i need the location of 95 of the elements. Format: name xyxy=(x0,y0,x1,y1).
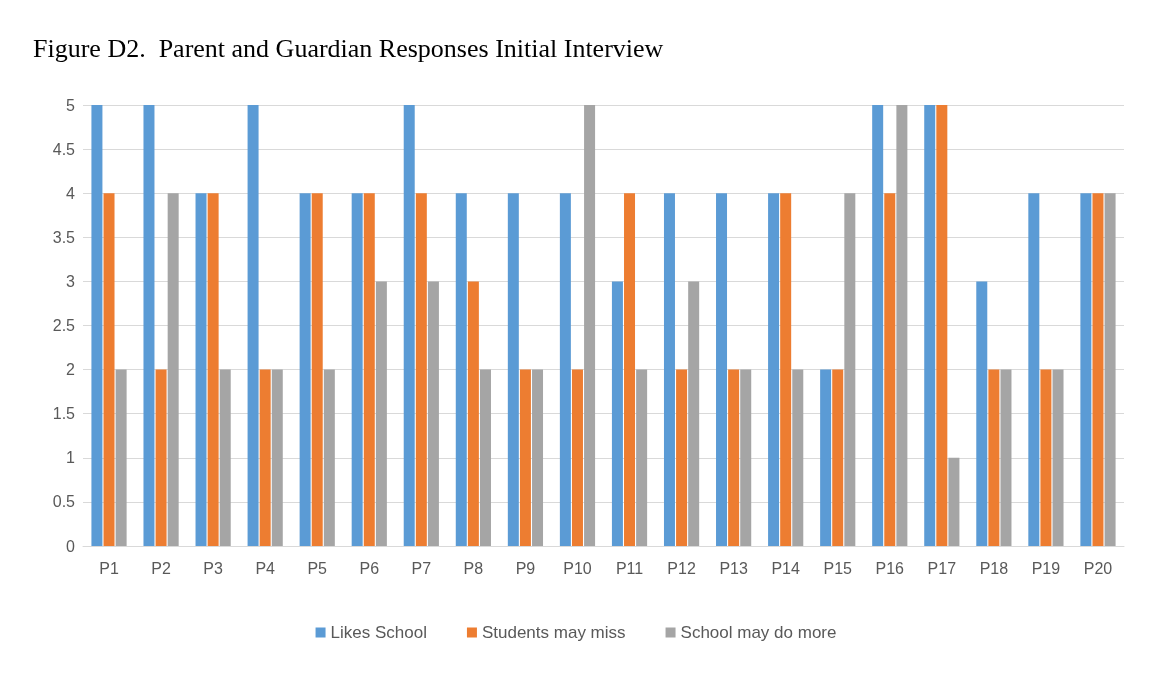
bar xyxy=(559,193,571,546)
bar xyxy=(455,193,467,546)
bar xyxy=(1092,193,1104,546)
y-tick-label: 2 xyxy=(66,361,76,379)
x-tick-label: P5 xyxy=(307,559,328,577)
bar xyxy=(91,105,103,546)
bar xyxy=(375,281,387,546)
bar xyxy=(1028,193,1040,546)
bar xyxy=(896,105,908,546)
y-tick-label: 3.5 xyxy=(52,228,76,246)
x-tick-label: P18 xyxy=(979,559,1009,577)
legend-label: Students may miss xyxy=(481,623,626,642)
bar xyxy=(219,369,231,546)
x-tick-label: P17 xyxy=(927,559,957,577)
x-tick-label: P14 xyxy=(771,559,801,577)
x-tick-label: P8 xyxy=(463,559,484,577)
bar xyxy=(924,105,936,546)
x-tick-label: P6 xyxy=(359,559,380,577)
y-tick-label: 2.5 xyxy=(52,317,76,334)
bar xyxy=(323,369,335,546)
x-tick-label: P15 xyxy=(823,559,853,577)
y-tick-label: 5 xyxy=(66,96,76,114)
bar xyxy=(507,193,519,546)
bar xyxy=(872,105,884,546)
legend-label: School may do more xyxy=(680,623,837,642)
bar xyxy=(167,193,179,546)
bar xyxy=(299,193,311,546)
bar xyxy=(936,105,948,546)
bar xyxy=(403,105,415,546)
bar xyxy=(571,369,583,546)
x-tick-label: P4 xyxy=(255,559,276,577)
bar xyxy=(467,281,479,546)
bar xyxy=(820,369,832,546)
bar xyxy=(271,369,283,546)
x-tick-label: P20 xyxy=(1083,559,1113,577)
bar xyxy=(584,105,596,546)
bar xyxy=(532,369,544,546)
bar xyxy=(1040,369,1052,546)
x-tick-label: P13 xyxy=(719,559,748,577)
y-tick-label: 1.5 xyxy=(52,405,76,423)
bar xyxy=(728,369,740,546)
bar xyxy=(688,281,700,546)
bar xyxy=(676,369,688,546)
x-tick-label: P11 xyxy=(615,559,644,577)
x-tick-label: P10 xyxy=(563,559,592,577)
bar xyxy=(976,281,988,546)
x-tick-label: P9 xyxy=(515,559,536,577)
bar xyxy=(740,369,752,546)
bar xyxy=(780,193,792,546)
bar xyxy=(1052,369,1064,546)
bar xyxy=(479,369,491,546)
bar xyxy=(115,369,127,546)
bar xyxy=(427,281,439,546)
chart-title: Figure D2. Parent and Guardian Responses Initial Interview xyxy=(33,33,664,63)
bar xyxy=(663,193,675,546)
x-tick-label: P2 xyxy=(151,559,171,577)
bar xyxy=(1104,193,1116,546)
bar xyxy=(155,369,167,546)
bar xyxy=(792,369,804,546)
bar xyxy=(207,193,219,546)
y-tick-label: 4 xyxy=(66,184,76,202)
bar xyxy=(247,105,259,546)
y-tick-label: 3 xyxy=(66,272,76,290)
x-tick-label: P12 xyxy=(667,559,696,577)
bar xyxy=(259,369,271,546)
x-tick-label: P19 xyxy=(1031,559,1061,577)
y-tick-label: 1 xyxy=(66,449,76,467)
legend-label: Likes School xyxy=(330,623,427,642)
bar xyxy=(768,193,780,546)
bar xyxy=(636,369,648,546)
bar xyxy=(1080,193,1092,546)
bar xyxy=(519,369,531,546)
bar xyxy=(948,457,960,546)
bar xyxy=(988,369,1000,546)
y-tick-label: 0 xyxy=(66,537,76,555)
y-tick-label: 4.5 xyxy=(52,140,76,158)
bar xyxy=(143,105,155,546)
bar xyxy=(716,193,728,546)
x-tick-label: P7 xyxy=(411,559,432,577)
bar xyxy=(351,193,363,546)
x-tick-label: P3 xyxy=(203,559,224,577)
bar xyxy=(611,281,623,546)
x-tick-label: P1 xyxy=(99,559,119,577)
bar xyxy=(103,193,115,546)
bar xyxy=(1000,369,1012,546)
bar xyxy=(884,193,896,546)
y-tick-label: 0.5 xyxy=(52,493,76,511)
bar xyxy=(363,193,375,546)
bar xyxy=(844,193,856,546)
bar xyxy=(195,193,207,546)
bar xyxy=(832,369,844,546)
bar xyxy=(624,193,636,546)
bar xyxy=(311,193,323,546)
bar xyxy=(415,193,427,546)
x-tick-label: P16 xyxy=(875,559,905,577)
